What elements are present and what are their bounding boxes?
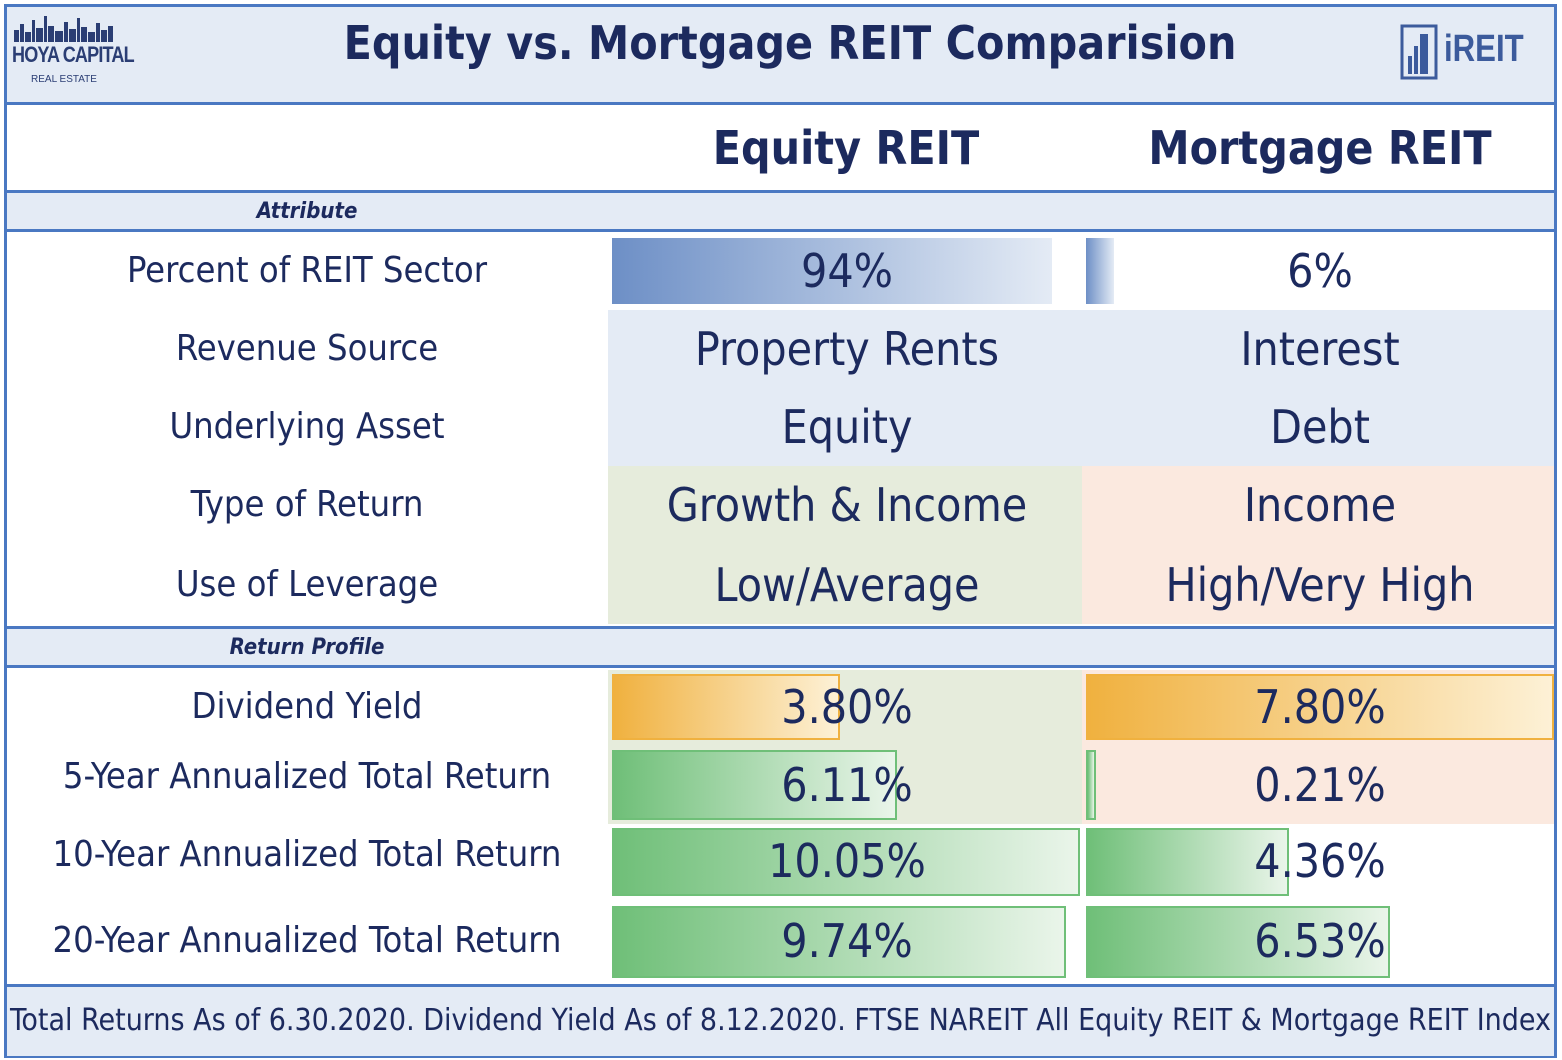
- mortgage-five-year-return-value: 0.21%: [1254, 758, 1386, 812]
- skyline-icon: [14, 16, 113, 42]
- title-bar: [7, 7, 1554, 105]
- equity-revenue-source-value: Property Rents: [694, 322, 1000, 376]
- equity-underlying-asset-value: Equity: [781, 400, 913, 454]
- five-year-return-bar-mortgage: [1086, 750, 1096, 820]
- section-return-profile-label: Return Profile: [229, 635, 385, 660]
- logo-brand-text: HOYA CAPITAL: [12, 42, 135, 67]
- sector-share-bar-equity: [612, 238, 1052, 304]
- building-icon: [1400, 24, 1438, 80]
- section-attribute-label: Attribute: [256, 199, 358, 224]
- ireit-logo: iREIT: [1400, 22, 1540, 84]
- sector-share-bar-mortgage: [1086, 238, 1114, 304]
- footer-note: Total Returns As of 6.30.2020. Dividend …: [7, 984, 1554, 1056]
- page-title: Equity vs. Mortgage REIT Comparision: [343, 16, 1237, 70]
- mortgage-return-type-value: Income: [1243, 478, 1397, 532]
- dividend-yield-bar-mortgage: [1086, 674, 1554, 740]
- table-frame: [4, 4, 1557, 1058]
- row-label-five-year-return: 5-Year Annualized Total Return: [62, 756, 552, 797]
- twenty-year-return-bar-mortgage: [1086, 906, 1390, 978]
- row-label-leverage: Use of Leverage: [175, 564, 439, 605]
- equity-ten-year-return-value: 10.05%: [768, 834, 926, 888]
- mortgage-sector-share-value: 6%: [1287, 244, 1353, 298]
- row-label-ten-year-return: 10-Year Annualized Total Return: [52, 834, 562, 875]
- logo-sub-text: REAL ESTATE: [31, 74, 97, 85]
- row-label-sector-share: Percent of REIT Sector: [126, 250, 488, 291]
- row-label-underlying-asset: Underlying Asset: [169, 406, 445, 447]
- footer-text: Total Returns As of 6.30.2020. Dividend …: [10, 1003, 1551, 1038]
- equity-twenty-year-return-value: 9.74%: [781, 914, 913, 968]
- equity-return-type-background: [608, 466, 1082, 624]
- mortgage-leverage-value: High/Very High: [1165, 558, 1475, 612]
- row-label-dividend-yield: Dividend Yield: [191, 686, 423, 727]
- mortgage-underlying-asset-value: Debt: [1270, 400, 1370, 454]
- ireit-logo-text: iREIT: [1444, 28, 1524, 70]
- equity-return-type-value: Growth & Income: [666, 478, 1028, 532]
- section-return-profile: Return Profile: [7, 626, 1554, 668]
- equity-leverage-value: Low/Average: [714, 558, 980, 612]
- equity-dividend-yield-value: 3.80%: [781, 680, 913, 734]
- ten-year-return-bar-mortgage: [1086, 828, 1289, 896]
- equity-five-year-return-value: 6.11%: [781, 758, 913, 812]
- row-label-twenty-year-return: 20-Year Annualized Total Return: [52, 920, 562, 961]
- hoya-capital-logo: HOYA CAPITAL REAL ESTATE: [12, 12, 135, 92]
- column-header-mortgage: Mortgage REIT: [1148, 121, 1492, 175]
- row-label-revenue-source: Revenue Source: [175, 328, 439, 369]
- mortgage-revenue-source-value: Interest: [1240, 322, 1400, 376]
- row-label-return-type: Type of Return: [190, 484, 424, 525]
- ten-year-return-bar-equity: [612, 828, 1080, 896]
- mortgage-ten-year-return-value: 4.36%: [1254, 834, 1386, 888]
- column-header-equity: Equity REIT: [712, 121, 980, 175]
- section-attribute: Attribute: [7, 190, 1554, 232]
- asset-rows-background: [608, 310, 1554, 466]
- dividend-yield-bar-equity: [612, 674, 840, 740]
- twenty-year-return-bar-equity: [612, 906, 1066, 978]
- mortgage-dividend-yield-value: 7.80%: [1254, 680, 1386, 734]
- mortgage-return-type-background: [1082, 466, 1554, 624]
- equity-sector-share-value: 94%: [801, 244, 893, 298]
- five-year-return-bar-equity: [612, 750, 897, 820]
- mortgage-twenty-year-return-value: 6.53%: [1254, 914, 1386, 968]
